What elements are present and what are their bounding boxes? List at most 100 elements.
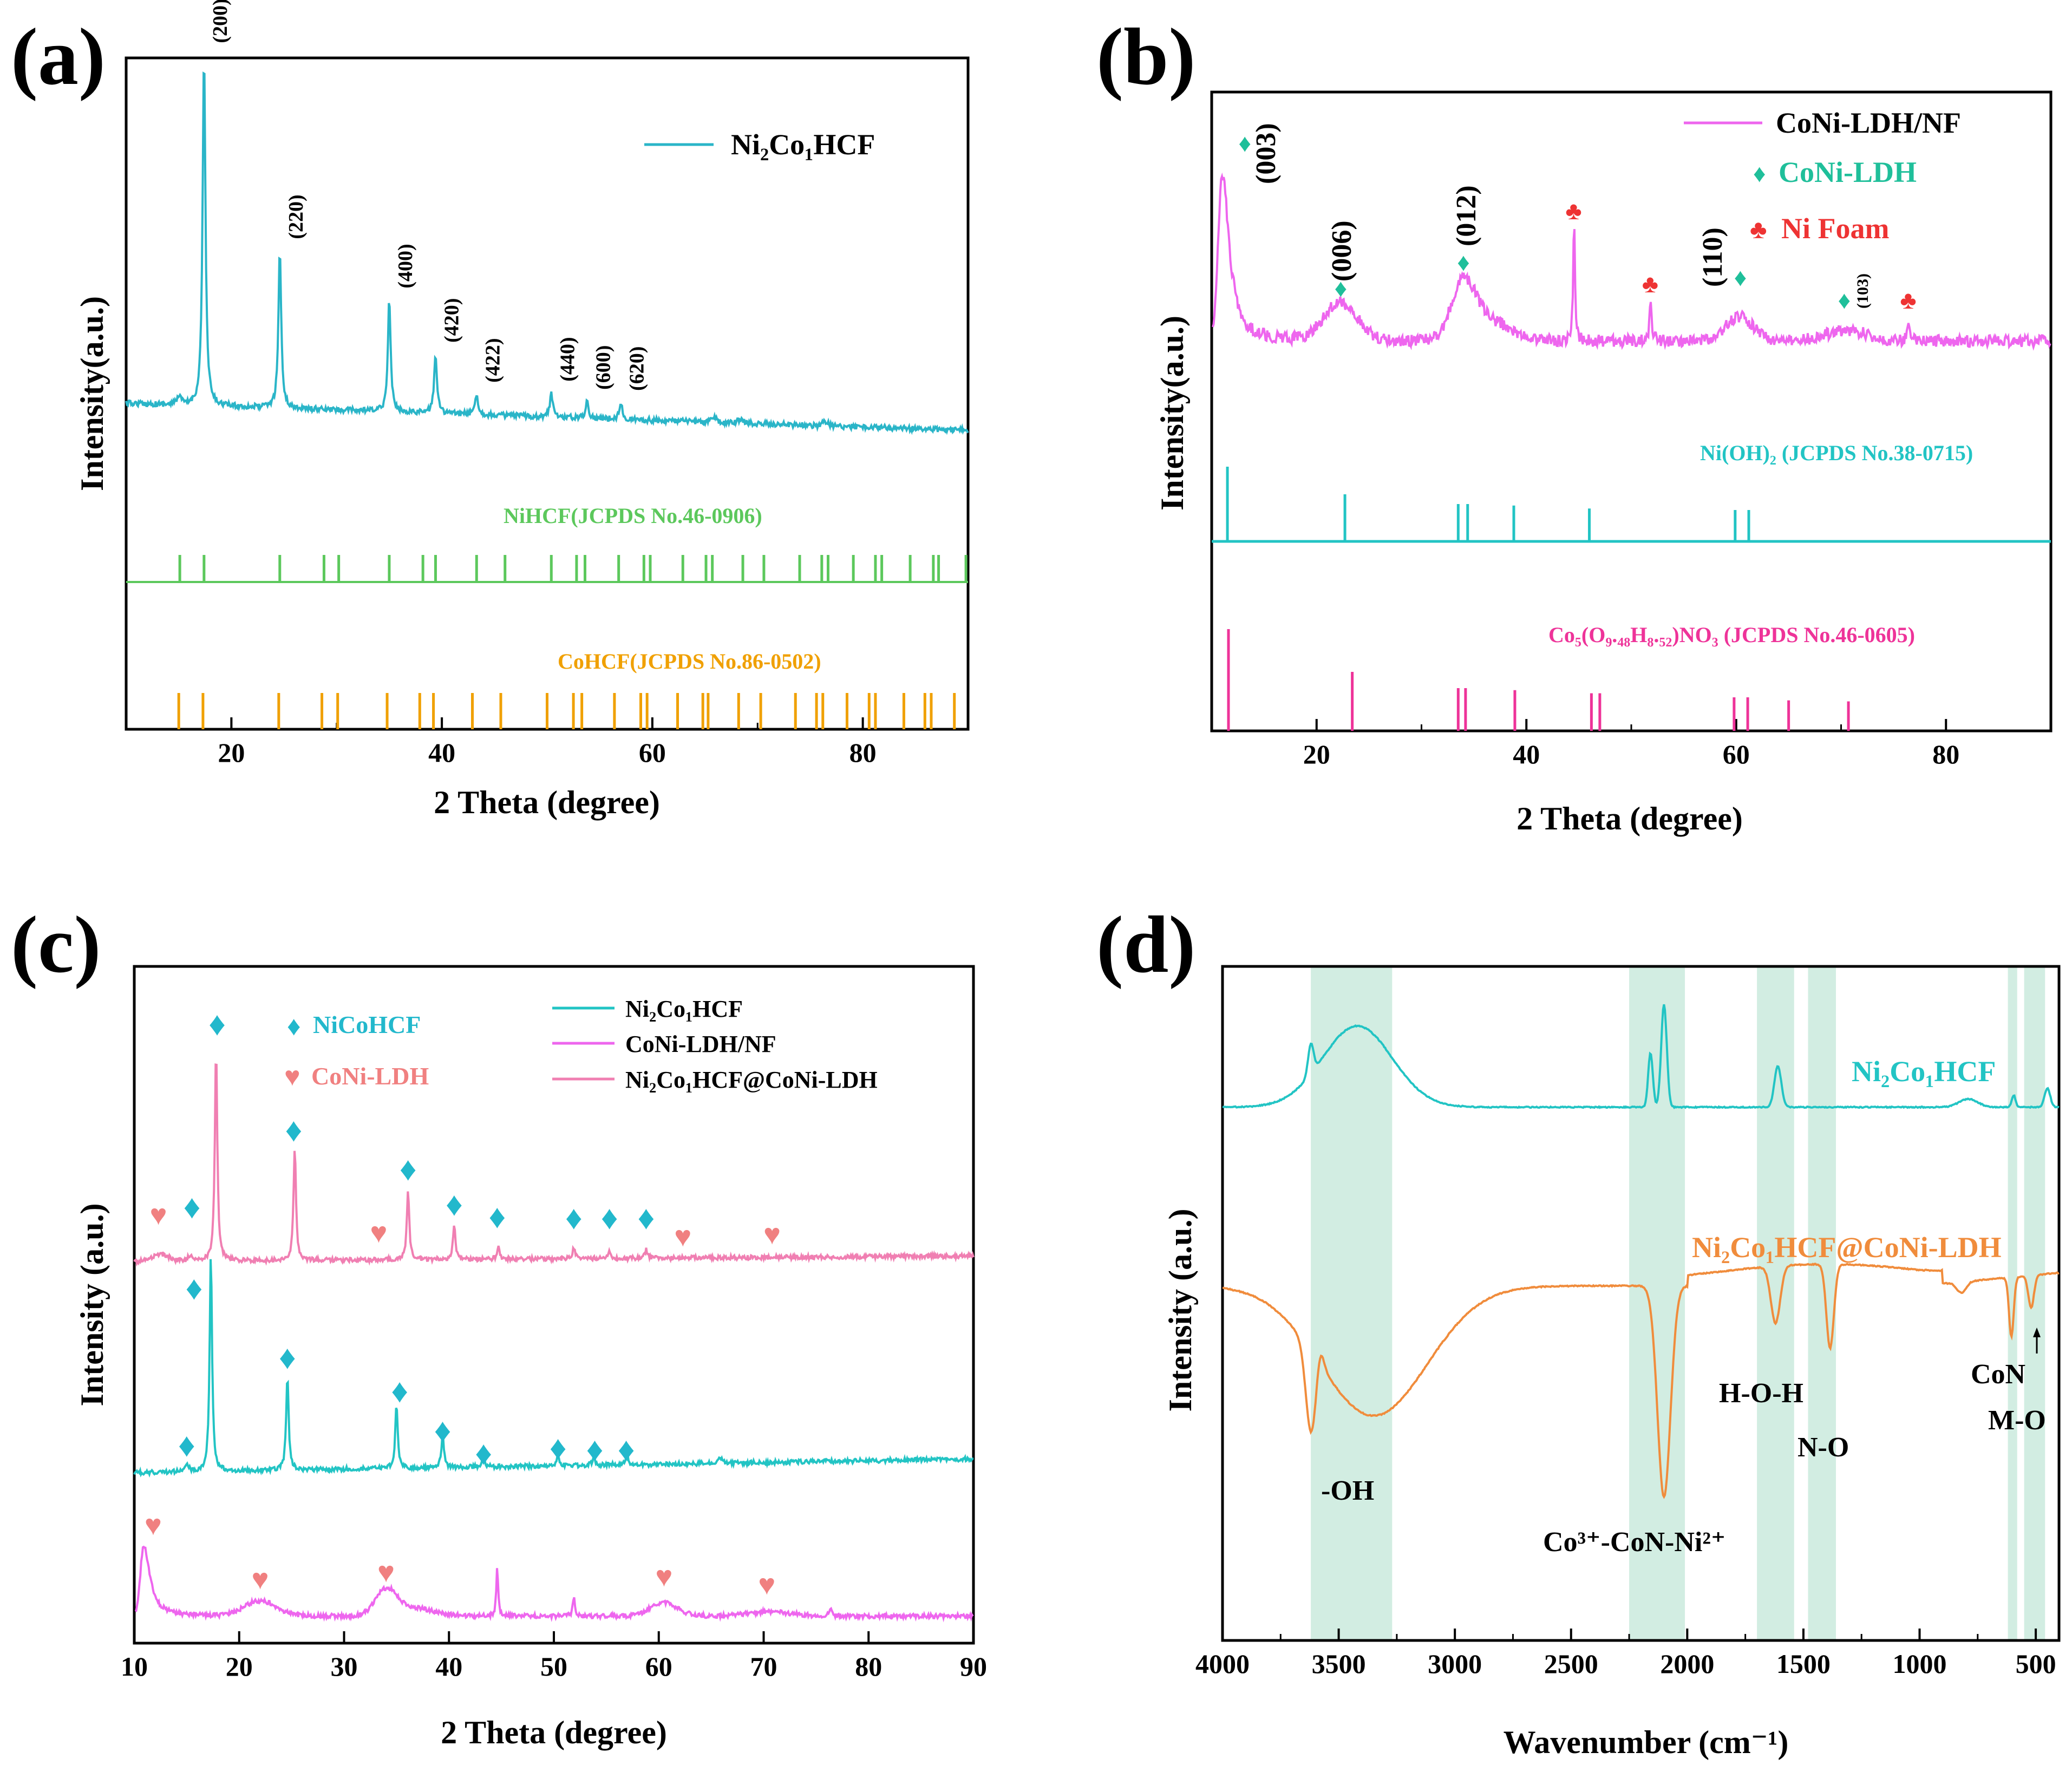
annotation-oh: -OH (1321, 1475, 1374, 1506)
hkl-label: (422) (481, 338, 504, 382)
legend-label-nicohcf: NiCoHCF (313, 1011, 421, 1038)
x-tick-label: 40 (1513, 739, 1540, 769)
hkl-label: (620) (626, 346, 649, 391)
panel-d-ylabel: Intensity (a.u.) (1162, 1208, 1198, 1411)
arrow-up-icon (2033, 1328, 2041, 1337)
legend-label-coni-ldh: CoNi-LDH (311, 1062, 429, 1090)
x-tick-label: 30 (331, 1651, 358, 1682)
series-line-composite (133, 1063, 975, 1267)
panel-d-frame (1221, 965, 2061, 1642)
x-tick-label: 3500 (1312, 1649, 1366, 1679)
diamond-icon: ♦ (1838, 286, 1851, 314)
annotation-con: Co³⁺-CoN-Ni²⁺ (1543, 1527, 1725, 1558)
diamond-icon: ♦ (1753, 160, 1766, 187)
panel-a-ylabel: Intensity(a.u.) (74, 296, 110, 491)
x-tick-label: 70 (750, 1651, 777, 1682)
diamond-icon: ♦ (565, 1200, 583, 1237)
diamond-icon: ♦ (618, 1431, 635, 1468)
annotation-no: N-O (1798, 1432, 1849, 1463)
x-tick-label: 50 (540, 1651, 567, 1682)
club-icon: ♣ (1565, 197, 1581, 225)
x-tick-label: 90 (960, 1651, 987, 1682)
highlight-band (1808, 966, 1836, 1640)
heart-icon: ♥ (251, 1563, 269, 1596)
panel-c: (c) 10 20 30 40 50 60 70 80 90 ♦ ♦ ♦ ♦ ♦ ♦ ♦ ♦ ♦ ♥ ♥ ♥ ♥ ♦ ♦ ♦ ♦… (11, 900, 987, 1750)
heart-icon: ♥ (370, 1217, 387, 1249)
x-tick-label: 20 (226, 1651, 253, 1682)
panel-a: (a) 20 40 60 80 (200) (220) (400) (420) (422) (4… (11, 0, 970, 820)
series-line-coni-ldh-nf (134, 1545, 974, 1623)
heart-icon: ♥ (655, 1560, 672, 1593)
annotation-mo: M-O (1988, 1405, 2046, 1436)
diamond-icon: ♦ (586, 1431, 604, 1468)
x-tick-label: 40 (428, 737, 455, 768)
diamond-icon: ♦ (475, 1435, 492, 1472)
hkl-label: (420) (441, 298, 463, 343)
panel-c-xlabel: 2 Theta (degree) (441, 1715, 667, 1750)
legend-label-ni2co1hcf: Ni₂Co₁HCF (625, 996, 743, 1022)
panel-b-ylabel: Intensity(a.u.) (1154, 316, 1190, 511)
hkl-006: (006) (1326, 220, 1357, 282)
x-tick-label: 60 (645, 1651, 672, 1682)
hkl-label: (600) (592, 345, 615, 390)
diamond-icon: ♦ (1238, 129, 1251, 157)
x-tick-label: 10 (121, 1651, 148, 1682)
diamond-icon: ♦ (391, 1373, 408, 1410)
hkl-label: (200) (209, 0, 232, 43)
diamond-icon: ♦ (287, 1011, 301, 1041)
legend-label-coni-ldh: CoNi-LDH (1779, 156, 1917, 188)
reference-label-cohcf: CoHCF(JCPDS No.86-0502) (558, 649, 821, 674)
diamond-icon: ♦ (1335, 274, 1347, 302)
x-tick-label: 80 (855, 1651, 882, 1682)
highlight-band (1311, 966, 1393, 1640)
legend-label-ni-foam: Ni Foam (1781, 212, 1889, 245)
panel-d-xlabel: Wavenumber (cm⁻¹) (1504, 1724, 1789, 1760)
panel-a-xlabel: 2 Theta (degree) (434, 784, 660, 820)
heart-icon: ♥ (763, 1218, 781, 1251)
diamond-icon: ♦ (434, 1413, 452, 1449)
x-tick-label: 20 (218, 737, 245, 768)
series-line-composite (1222, 1263, 2060, 1499)
panel-c-label: (c) (11, 900, 101, 990)
diamond-icon: ♦ (1457, 249, 1469, 276)
club-icon: ♣ (1750, 215, 1767, 244)
legend-label-coni-ldh-nf: CoNi-LDH/NF (625, 1031, 776, 1057)
diamond-icon: ♦ (186, 1270, 203, 1307)
heart-icon: ♥ (150, 1199, 167, 1231)
heart-icon: ♥ (674, 1220, 691, 1253)
hkl-label: (400) (394, 244, 417, 288)
hkl-012: (012) (1451, 185, 1482, 246)
series-line-coni-ldh-nf (1211, 172, 2051, 351)
highlight-band (1757, 966, 1794, 1640)
highlight-band (2008, 966, 2017, 1640)
label-composite: Ni₂Co₁HCF@CoNi-LDH (1692, 1231, 2002, 1264)
club-icon: ♣ (1900, 286, 1916, 314)
series-line-ni2co1hcf (125, 71, 969, 435)
panel-d: (d) 4000 3500 3000 2500 2000 1500 1000 500 Ni₂C… (1096, 900, 2061, 1760)
diamond-icon: ♦ (208, 1006, 226, 1043)
club-icon: ♣ (1642, 270, 1658, 298)
hkl-label: (440) (556, 337, 579, 381)
heart-icon: ♥ (758, 1568, 775, 1601)
diamond-icon: ♦ (638, 1200, 655, 1237)
series-line-ni2co1hcf (133, 1259, 974, 1478)
x-tick-label: 4000 (1195, 1649, 1250, 1679)
hkl-label: (220) (285, 194, 308, 239)
diamond-icon: ♦ (285, 1112, 303, 1149)
series-line-ni2co1hcf (1222, 1004, 2060, 1109)
x-tick-label: 20 (1303, 739, 1330, 769)
diamond-icon: ♦ (550, 1430, 567, 1467)
x-tick-label: 60 (639, 737, 666, 768)
highlight-band (1629, 966, 1685, 1640)
legend-label-composite: Ni₂Co₁HCF@CoNi-LDH (625, 1067, 878, 1093)
x-tick-label: 2000 (1660, 1649, 1714, 1679)
heart-icon: ♥ (284, 1061, 300, 1091)
reference-label-nihcf: NiHCF(JCPDS No.46-0906) (504, 504, 762, 528)
panel-b: (b) 20 40 60 80 ♦♦♦♦♦♣♣♣ (003) (006) (012) … (1096, 12, 2053, 836)
x-tick-label: 40 (435, 1651, 462, 1682)
annotation-hoh: H-O-H (1719, 1378, 1803, 1409)
reference-label-nioh2: Ni(OH)₂ (JCPDS No.38-0715) (1700, 441, 1973, 465)
hkl-110: (110) (1697, 227, 1728, 287)
diamond-icon: ♦ (184, 1189, 201, 1226)
